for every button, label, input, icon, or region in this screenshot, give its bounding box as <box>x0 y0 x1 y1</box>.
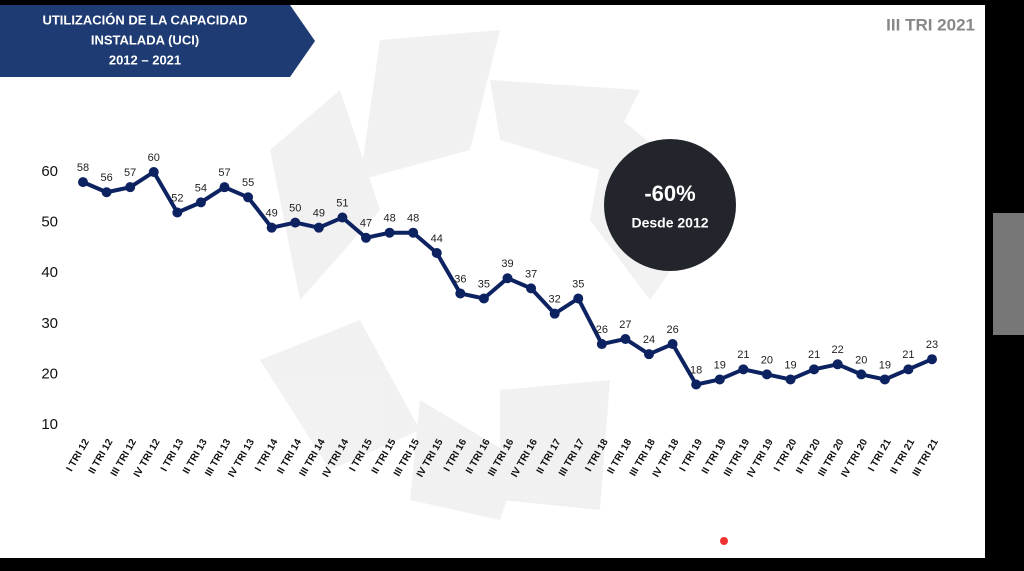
data-label: 22 <box>832 344 844 356</box>
marker <box>101 187 112 198</box>
marker <box>361 232 371 243</box>
title: UTILIZACIÓN DE LA CAPACIDAD <box>42 12 247 27</box>
data-label: 58 <box>77 162 89 174</box>
marker <box>266 222 277 233</box>
marker <box>313 222 324 233</box>
marker <box>172 207 183 218</box>
subtitle: III TRI 2021 <box>886 15 975 34</box>
y-tick-label: 50 <box>41 214 58 231</box>
data-label: 19 <box>879 359 891 371</box>
data-label: 20 <box>855 354 867 366</box>
marker <box>879 374 890 385</box>
marker <box>620 333 631 344</box>
title: 2012 – 2021 <box>109 52 181 67</box>
marker <box>832 359 843 370</box>
title-banner <box>0 5 315 77</box>
marker <box>667 339 678 350</box>
video-thumbnail <box>993 213 1024 335</box>
annotation: Desde 2012 <box>631 215 708 231</box>
marker <box>337 212 348 223</box>
marker <box>903 364 914 375</box>
data-label: 21 <box>737 349 749 361</box>
marker <box>431 247 442 258</box>
data-label: 57 <box>218 167 230 179</box>
data-label: 23 <box>926 339 938 351</box>
data-label: 21 <box>902 349 914 361</box>
title: INSTALADA (UCI) <box>91 32 199 47</box>
data-label: 35 <box>572 278 584 290</box>
data-label: 48 <box>407 213 419 225</box>
marker <box>502 273 513 284</box>
marker <box>195 197 206 208</box>
data-label: 55 <box>242 177 254 189</box>
data-label: 21 <box>808 349 820 361</box>
data-label: 26 <box>666 324 678 336</box>
marker <box>809 364 820 375</box>
data-label: 39 <box>501 258 513 270</box>
y-tick-label: 10 <box>41 416 58 433</box>
marker <box>290 217 301 228</box>
marker <box>549 308 560 319</box>
data-label: 18 <box>690 364 702 376</box>
data-label: 54 <box>195 182 207 194</box>
marker <box>691 379 702 390</box>
data-label: 52 <box>171 192 183 204</box>
data-label: 60 <box>148 152 160 164</box>
data-label: 19 <box>714 359 726 371</box>
y-tick-label: 60 <box>41 163 58 180</box>
marker <box>455 288 466 299</box>
data-label: 36 <box>454 273 466 285</box>
marker <box>785 374 796 385</box>
marker <box>927 354 937 365</box>
marker <box>148 167 159 177</box>
data-label: 26 <box>596 324 608 336</box>
data-label: 49 <box>266 208 278 220</box>
y-tick-label: 30 <box>41 315 58 332</box>
data-label: 19 <box>784 359 796 371</box>
data-label: 20 <box>761 354 773 366</box>
y-tick-label: 40 <box>41 264 58 281</box>
marker <box>596 339 607 350</box>
marker <box>644 349 654 360</box>
marker <box>219 182 230 193</box>
marker <box>384 227 395 238</box>
data-label: 44 <box>431 233 443 245</box>
watermark <box>260 30 720 520</box>
marker <box>125 182 136 193</box>
y-tick-label: 20 <box>41 365 58 382</box>
slide <box>0 5 985 558</box>
data-label: 49 <box>313 208 325 220</box>
marker <box>478 293 489 304</box>
marker <box>573 293 584 304</box>
data-label: 48 <box>383 213 395 225</box>
marker <box>408 227 419 238</box>
data-label: 24 <box>643 334 655 346</box>
marker <box>761 369 772 380</box>
annotation: -60% <box>644 181 695 206</box>
data-label: 50 <box>289 203 301 215</box>
data-label: 32 <box>549 294 561 306</box>
annotation-bubble <box>604 139 736 271</box>
marker <box>526 283 537 294</box>
pointer <box>720 537 728 545</box>
data-label: 27 <box>619 319 631 331</box>
marker <box>243 192 254 203</box>
data-label: 56 <box>100 172 112 184</box>
data-label: 57 <box>124 167 136 179</box>
data-label: 35 <box>478 278 490 290</box>
data-label: 47 <box>360 218 372 230</box>
marker <box>738 364 749 375</box>
marker <box>714 374 725 385</box>
data-label: 51 <box>336 197 348 209</box>
marker <box>78 177 88 188</box>
data-label: 37 <box>525 268 537 280</box>
marker <box>856 369 867 380</box>
